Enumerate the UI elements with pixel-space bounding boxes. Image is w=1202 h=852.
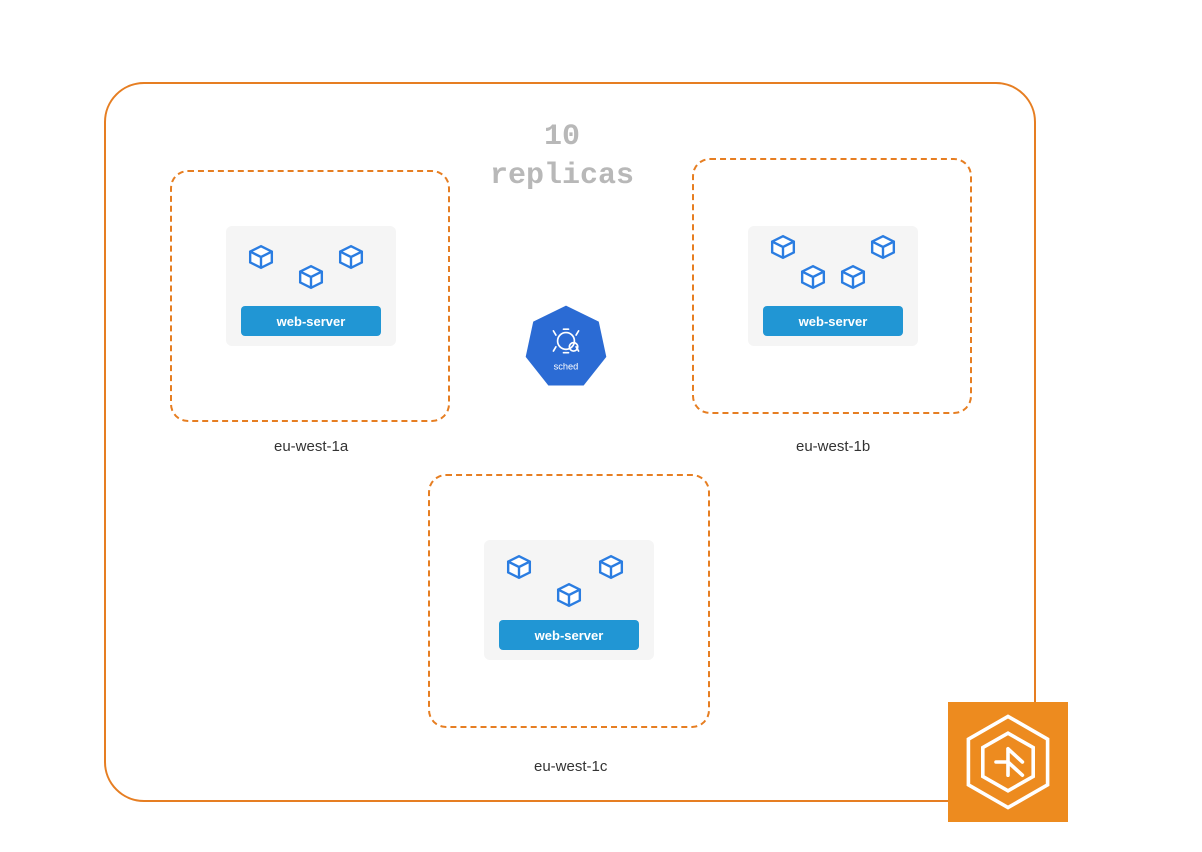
pod-label: web-server [241, 306, 381, 336]
cube-icon [800, 264, 826, 290]
eks-logo [948, 702, 1068, 822]
cube-icon [338, 244, 364, 270]
eks-icon [948, 702, 1068, 822]
zone-label: eu-west-1b [796, 438, 870, 455]
scheduler-badge: sched [524, 304, 608, 388]
replicas-label: 10 replicas [490, 118, 634, 196]
cube-icon [870, 234, 896, 260]
cube-icon [598, 554, 624, 580]
cube-icon [770, 234, 796, 260]
cube-icon [248, 244, 274, 270]
zone-label: eu-west-1a [274, 438, 348, 455]
cube-icon [556, 582, 582, 608]
cube-icon [298, 264, 324, 290]
pod-label: web-server [499, 620, 639, 650]
replicas-count: 10 [544, 120, 580, 154]
scheduler-label: sched [554, 362, 579, 372]
cube-icon [840, 264, 866, 290]
cube-icon [506, 554, 532, 580]
replicas-word: replicas [490, 159, 634, 193]
zone-label: eu-west-1c [534, 758, 607, 775]
pod-label: web-server [763, 306, 903, 336]
scheduler-icon: sched [524, 304, 608, 388]
